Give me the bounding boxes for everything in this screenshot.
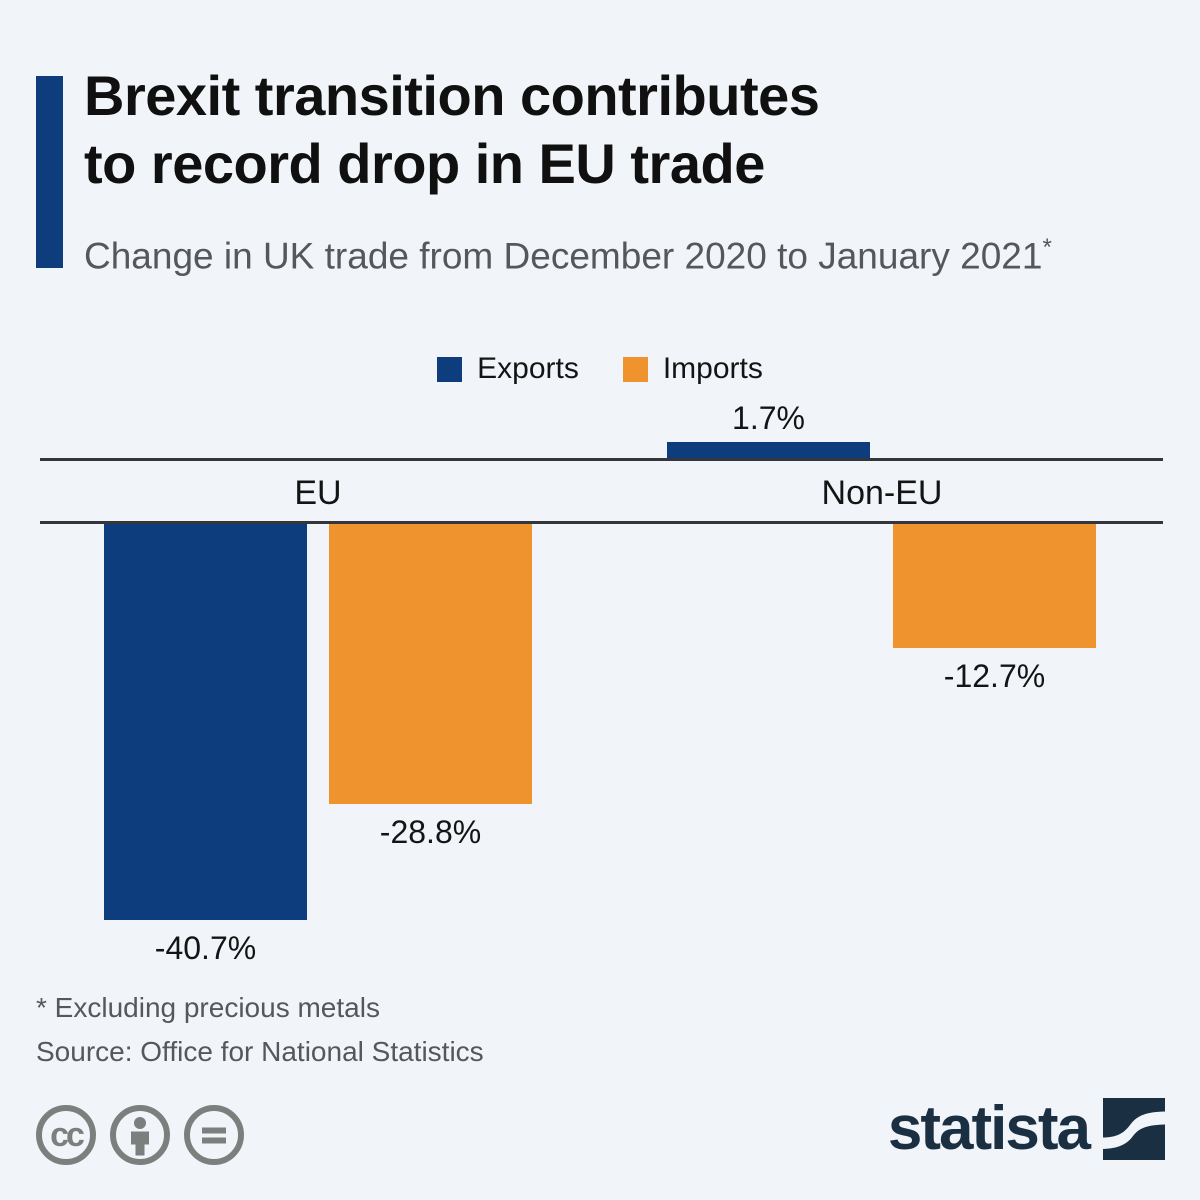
bar-value-label: -40.7% bbox=[154, 930, 257, 966]
subtitle-text: Change in UK trade from December 2020 to… bbox=[84, 235, 1043, 277]
bar-value-label: -12.7% bbox=[943, 657, 1046, 694]
legend-label-exports: Exports bbox=[477, 352, 579, 385]
bar-imports-eu bbox=[329, 524, 532, 805]
bar-exports-eu bbox=[104, 524, 307, 920]
statista-logo[interactable]: statista bbox=[888, 1098, 1165, 1160]
bar-value-label: 1.7% bbox=[732, 399, 805, 436]
chart-source: Source: Office for National Statistics bbox=[36, 1036, 484, 1067]
statista-wordmark: statista bbox=[887, 1094, 1091, 1163]
chart-legend: Exports Imports bbox=[0, 352, 1200, 386]
title-accent-bar bbox=[36, 76, 63, 268]
legend-item-exports: Exports bbox=[437, 352, 579, 386]
svg-text:cc: cc bbox=[50, 1116, 84, 1154]
category-label-non-eu: Non-EU bbox=[821, 474, 943, 512]
legend-item-imports: Imports bbox=[622, 352, 763, 386]
legend-label-imports: Imports bbox=[662, 352, 763, 385]
exports-swatch-icon bbox=[437, 356, 463, 382]
title-line-1: Brexit transition contributes bbox=[84, 64, 820, 127]
license-badges[interactable]: cc bbox=[35, 1104, 245, 1166]
cc-icon[interactable]: cc bbox=[35, 1104, 97, 1166]
bar-imports-non-eu bbox=[893, 524, 1096, 648]
title-line-2: to record drop in EU trade bbox=[84, 132, 765, 195]
page-title: Brexit transition contributes to record d… bbox=[84, 62, 820, 198]
chart-footnote: * Excluding precious metals bbox=[36, 992, 380, 1023]
attribution-person-icon[interactable] bbox=[109, 1104, 171, 1166]
chart-subtitle: Change in UK trade from December 2020 to… bbox=[84, 234, 1052, 277]
bar-value-label: -28.8% bbox=[379, 814, 482, 851]
zero-axis-line-bottom bbox=[40, 521, 1163, 524]
imports-swatch-icon bbox=[622, 356, 648, 382]
zero-axis-line-top bbox=[40, 458, 1163, 461]
bar-exports-non-eu bbox=[667, 441, 870, 458]
equals-icon[interactable] bbox=[183, 1104, 245, 1166]
footnote-asterisk: * bbox=[1042, 234, 1052, 261]
category-label-eu: EU bbox=[294, 474, 342, 512]
statista-logo-mark-icon bbox=[1103, 1098, 1165, 1160]
